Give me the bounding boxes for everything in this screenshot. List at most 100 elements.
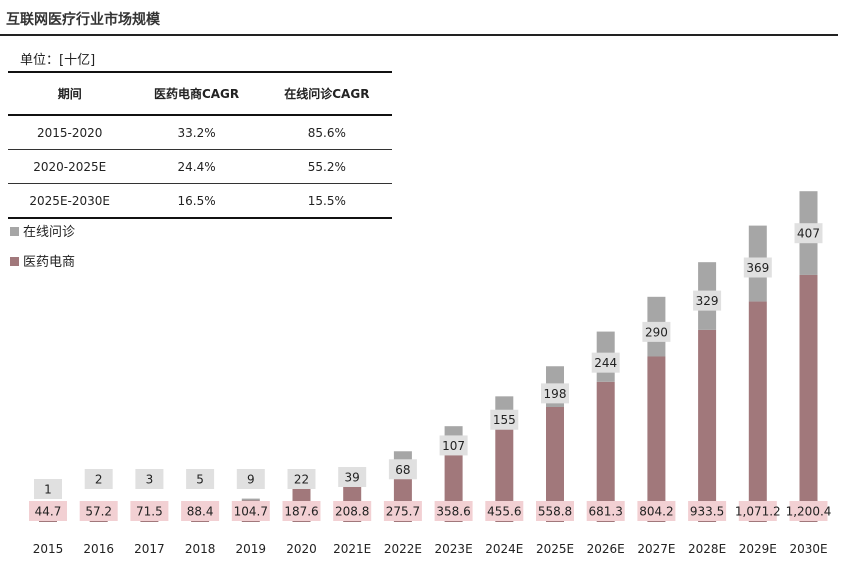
- table-cell: 2025E-2030E: [8, 183, 132, 219]
- table-row: 2025E-2030E 16.5% 15.5%: [8, 183, 392, 219]
- data-label-online-consult: 329: [696, 294, 719, 308]
- title-divider: [0, 34, 838, 36]
- data-label-pharma-ecom: 558.8: [538, 505, 572, 519]
- table-cell: 2020-2025E: [8, 149, 132, 184]
- data-label-online-consult: 155: [493, 413, 516, 427]
- data-label-online-consult: 290: [645, 325, 668, 339]
- x-tick-label: 2030E: [789, 542, 827, 556]
- x-tick-label: 2019: [236, 542, 267, 556]
- x-tick-label: 2027E: [637, 542, 675, 556]
- header-pharma-cagr: 医药电商CAGR: [131, 71, 262, 116]
- pharma-label-box: [231, 501, 270, 521]
- consult-label-box: [642, 321, 671, 342]
- x-tick-label: 2017: [134, 542, 165, 556]
- x-tick-label: 2023E: [435, 542, 473, 556]
- x-tick-label: 2025E: [536, 542, 574, 556]
- consult-label-box: [84, 469, 113, 489]
- x-tick-label: 2020: [286, 542, 317, 556]
- consult-label-box: [236, 469, 265, 489]
- bar-pharma-ecom: [748, 301, 767, 522]
- consult-label-box: [287, 469, 316, 489]
- data-label-online-consult: 5: [196, 473, 204, 487]
- pharma-label-box: [181, 501, 220, 521]
- pharma-label-box: [29, 501, 67, 521]
- consult-label-box: [490, 409, 519, 430]
- bar-pharma-ecom: [495, 428, 514, 522]
- pharma-label-box: [130, 501, 169, 521]
- x-tick-label: 2015: [33, 542, 64, 556]
- consult-label-box: [439, 435, 468, 456]
- x-tick-label: 2028E: [688, 542, 726, 556]
- chart-title: 互联网医疗行业市场规模: [6, 12, 160, 28]
- data-label-pharma-ecom: 104.7: [234, 505, 268, 519]
- unit-label: 单位：[十亿]: [20, 53, 96, 68]
- pharma-label-box: [536, 501, 574, 521]
- cagr-table: 期间 医药电商CAGR 在线问诊CAGR 2015-2020 33.2% 85.…: [8, 71, 392, 219]
- table-cell: 55.2%: [261, 149, 392, 184]
- table-cell: 16.5%: [131, 183, 262, 219]
- x-tick-label: 2018: [185, 542, 216, 556]
- pharma-label-box: [637, 501, 676, 521]
- table-cell: 85.6%: [261, 115, 392, 150]
- data-label-pharma-ecom: 455.6: [487, 505, 521, 519]
- x-tick-label: 2024E: [485, 542, 523, 556]
- data-label-pharma-ecom: 187.6: [284, 505, 318, 519]
- bar-pharma-ecom: [596, 381, 615, 522]
- consult-label-box: [135, 469, 164, 489]
- pharma-label-box: [688, 501, 727, 521]
- consult-label-box: [186, 469, 215, 489]
- data-label-online-consult: 107: [442, 439, 465, 453]
- table-cell: 33.2%: [131, 115, 262, 150]
- legend-item-pharma-ecom: 医药电商: [10, 251, 75, 270]
- table-row: 2015-2020 33.2% 85.6%: [8, 115, 392, 150]
- data-label-online-consult: 407: [797, 227, 820, 241]
- pharma-label-box: [282, 501, 321, 521]
- bar-pharma-ecom: [647, 356, 666, 522]
- legend-item-online-consult: 在线问诊: [10, 221, 75, 240]
- table-row: 2020-2025E 24.4% 55.2%: [8, 149, 392, 184]
- legend-label-online-consult: 在线问诊: [23, 225, 76, 240]
- consult-label-box: [794, 223, 823, 244]
- pharma-label-box: [738, 501, 777, 521]
- legend-swatch-online-consult: [10, 227, 19, 236]
- data-label-online-consult: 68: [395, 463, 410, 477]
- pharma-label-box: [434, 501, 473, 521]
- data-label-pharma-ecom: 44.7: [35, 505, 62, 519]
- pharma-label-box: [789, 501, 828, 521]
- consult-label-box: [591, 352, 620, 373]
- pharma-label-box: [485, 501, 524, 521]
- bar-pharma-ecom: [698, 329, 717, 522]
- data-label-pharma-ecom: 1,200.4: [786, 505, 832, 519]
- data-label-online-consult: 369: [746, 261, 769, 275]
- header-consult-cagr: 在线问诊CAGR: [261, 71, 392, 116]
- consult-label-box: [541, 383, 569, 404]
- data-label-online-consult: 9: [247, 473, 255, 487]
- x-tick-label: 2016: [83, 542, 114, 556]
- consult-label-box: [743, 257, 772, 278]
- table-cell: 15.5%: [261, 183, 392, 219]
- data-label-online-consult: 39: [345, 471, 360, 485]
- bar-online-consult: [241, 498, 260, 501]
- data-label-pharma-ecom: 57.2: [85, 505, 112, 519]
- x-tick-label: 2029E: [739, 542, 777, 556]
- pharma-label-box: [383, 501, 422, 521]
- data-label-online-consult: 198: [544, 387, 567, 401]
- x-tick-label: 2022E: [384, 542, 422, 556]
- pharma-label-box: [333, 501, 372, 521]
- consult-label-box: [693, 290, 722, 311]
- data-label-pharma-ecom: 88.4: [187, 505, 214, 519]
- table-header-row: 期间 医药电商CAGR 在线问诊CAGR: [8, 71, 392, 116]
- bar-pharma-ecom: [799, 274, 818, 522]
- data-label-online-consult: 2: [95, 473, 103, 487]
- x-tick-label: 2026E: [587, 542, 625, 556]
- legend-swatch-pharma-ecom: [10, 257, 19, 266]
- data-label-online-consult: 22: [294, 473, 309, 487]
- data-label-pharma-ecom: 681.3: [589, 505, 623, 519]
- data-label-online-consult: 1: [44, 483, 52, 497]
- data-label-pharma-ecom: 208.8: [335, 505, 369, 519]
- table-cell: 24.4%: [131, 149, 262, 184]
- consult-label-box: [338, 467, 367, 487]
- data-label-online-consult: 244: [594, 356, 617, 370]
- data-label-pharma-ecom: 275.7: [386, 505, 420, 519]
